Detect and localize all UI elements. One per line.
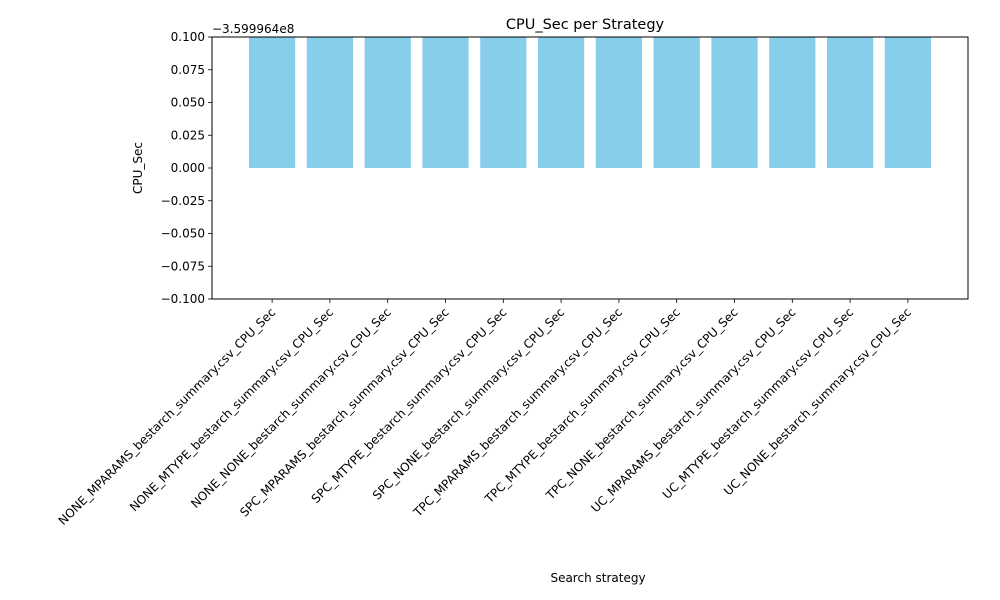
bar-10 [769,37,816,168]
bar-2 [306,37,354,168]
y-tick-label: 0.075 [171,63,205,77]
y-tick-label: 0.050 [171,96,205,110]
bar-3 [364,37,411,168]
x-tick-label: TPC_NONE_bestarch_summary.csv_CPU_Sec [543,305,741,503]
y-axis-offset-label: −3.599964e8 [212,22,294,36]
bar-7 [595,37,643,168]
y-axis-ticks: −0.100 −0.075 −0.050 −0.025 0.000 0.025 0.050 0… [161,30,212,306]
bar-6 [537,37,585,168]
y-tick-label: 0.000 [171,161,205,175]
x-tick-label: SPC_MPARAMS_bestarch_summary.csv_CPU_Sec [237,305,451,519]
x-tick-label: NONE_MTYPE_bestarch_summary.csv_CPU_Sec [127,305,336,514]
x-axis-label: Search strategy [550,571,645,585]
bar-12 [884,37,932,168]
bar-1 [248,37,296,168]
y-tick-label: −0.025 [161,194,205,208]
bars-group [248,37,932,168]
y-tick-label: −0.075 [161,259,205,273]
bar-8 [653,37,700,168]
y-tick-label: 0.025 [171,128,205,142]
bar-9 [711,37,758,168]
chart-title: CPU_Sec per Strategy [506,17,665,33]
bar-11 [826,37,874,168]
bar-5 [480,37,527,168]
x-tick-label: NONE_MPARAMS_bestarch_summary.csv_CPU_Se… [56,305,279,528]
y-tick-label: 0.100 [171,30,205,44]
y-tick-label: −0.100 [161,292,205,306]
x-tick-label: TPC_MPARAMS_bestarch_summary.csv_CPU_Sec [410,305,625,520]
x-tick-label: NONE_NONE_bestarch_summary.csv_CPU_Sec [188,305,394,511]
y-tick-label: −0.050 [161,227,205,241]
x-tick-label: SPC_MTYPE_bestarch_summary.csv_CPU_Sec [309,305,510,506]
y-axis-label: CPU_Sec [131,142,145,194]
x-axis-ticks: NONE_MPARAMS_bestarch_summary.csv_CPU_Se… [56,299,914,528]
bar-4 [422,37,469,168]
x-tick-label: UC_MPARAMS_bestarch_summary.csv_CPU_Sec [588,305,798,515]
x-tick-label: TPC_MTYPE_bestarch_summary.csv_CPU_Sec [482,305,683,506]
